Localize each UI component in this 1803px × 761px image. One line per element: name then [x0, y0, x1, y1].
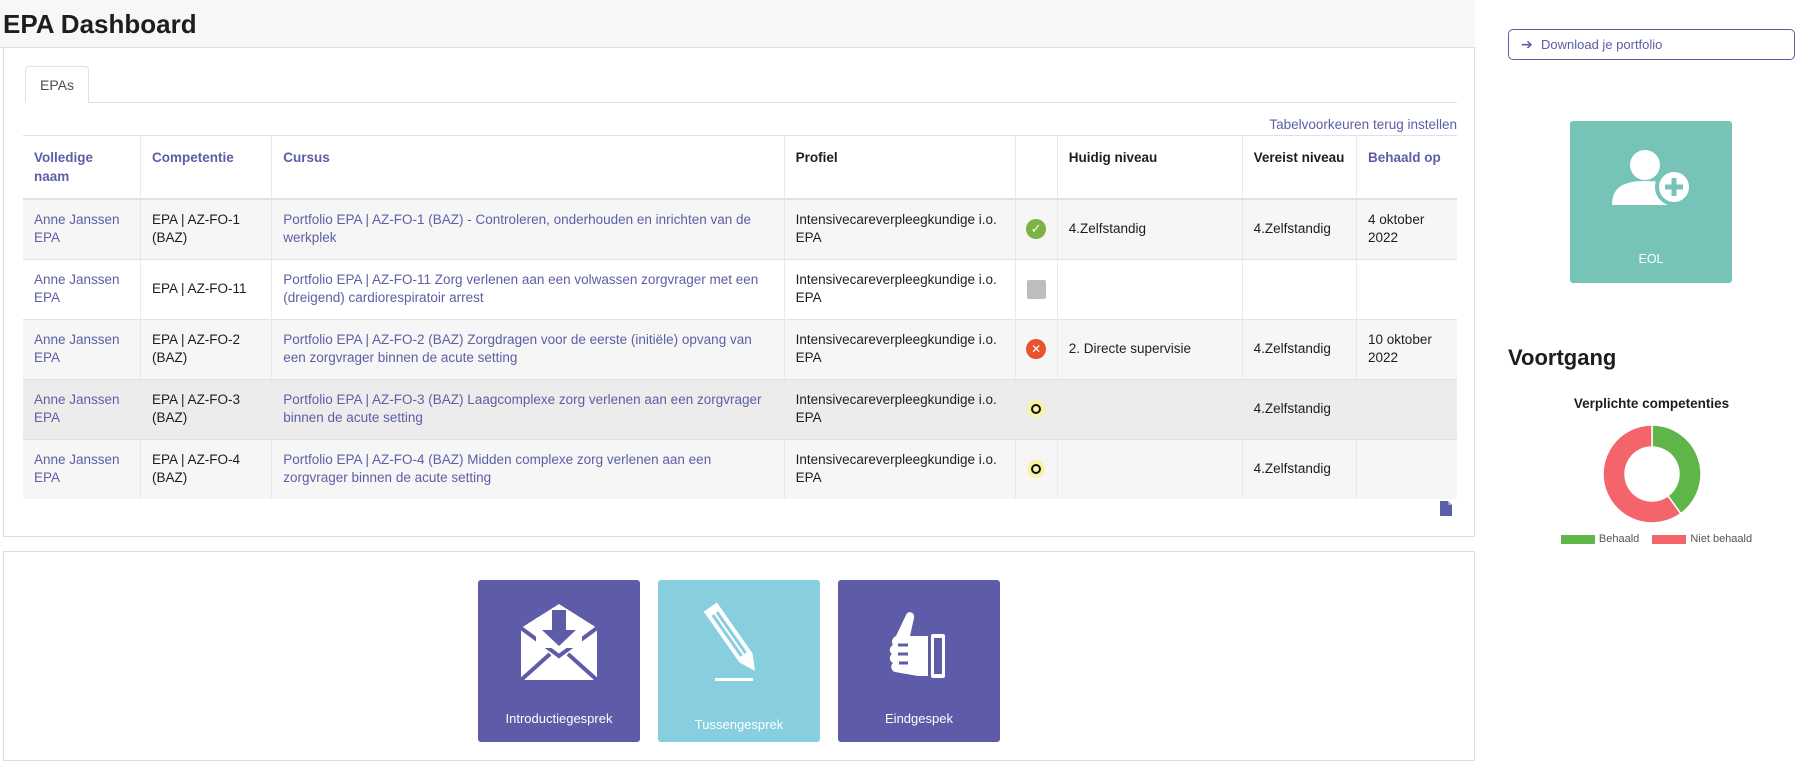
achieved-date-cell: 10 oktober 2022	[1356, 318, 1457, 379]
competence-cell: EPA | AZ-FO-2 (BAZ)	[140, 318, 272, 379]
course-link[interactable]: Portfolio EPA | AZ-FO-2 (BAZ) Zorgdragen…	[283, 332, 752, 365]
competence-cell: EPA | AZ-FO-4 (BAZ)	[140, 438, 272, 499]
required-level-cell: 4.Zelfstandig	[1241, 438, 1357, 499]
profile-cell: Intensivecareverpleegkundige i.o. EPA	[783, 378, 1016, 439]
user-name-link[interactable]: Anne Janssen EPA	[34, 272, 120, 305]
column-header-current-level: Huidig niveau	[1056, 135, 1243, 200]
tile-label: Tussengesprek	[694, 717, 784, 732]
user-name-link[interactable]: Anne Janssen EPA	[34, 392, 120, 425]
download-portfolio-label: Download je portfolio	[1541, 37, 1663, 52]
competence-cell: EPA | AZ-FO-11	[140, 258, 272, 319]
current-level-cell	[1056, 438, 1243, 499]
required-level-cell	[1241, 258, 1357, 319]
column-header-name[interactable]: Volledige naam	[23, 135, 141, 200]
main-column: EPA Dashboard	[0, 0, 1475, 48]
user-name-link[interactable]: Anne Janssen EPA	[34, 332, 120, 365]
eindgesprek-button[interactable]: Eindgespek	[838, 580, 1000, 742]
achieved-date-cell	[1356, 438, 1457, 499]
tussengesprek-button[interactable]: Tussengesprek	[658, 580, 820, 742]
column-header-profile: Profiel	[783, 135, 1016, 200]
table-row: Anne Janssen EPA EPA | AZ-FO-2 (BAZ) Por…	[23, 318, 1457, 379]
user-name-link[interactable]: Anne Janssen EPA	[34, 212, 120, 246]
tile-label: Introductiegesprek	[505, 711, 613, 726]
achieved-date-cell	[1356, 378, 1457, 439]
course-link[interactable]: Portfolio EPA | AZ-FO-4 (BAZ) Midden com…	[283, 452, 712, 486]
legend-label-behaald: Behaald	[1598, 533, 1640, 545]
table-row: Anne Janssen EPA EPA | AZ-FO-1 (BAZ) Por…	[23, 198, 1457, 259]
required-level-cell: 4.Zelfstandig	[1241, 198, 1357, 259]
donut-slice-niet-behaald	[1602, 424, 1682, 524]
envelope-download-icon	[519, 604, 599, 682]
column-header-competence[interactable]: Competentie	[140, 135, 272, 200]
legend-label-niet-behaald: Niet behaald	[1690, 533, 1753, 545]
achieved-date-cell	[1356, 258, 1457, 319]
course-link[interactable]: Portfolio EPA | AZ-FO-3 (BAZ) Laagcomple…	[283, 392, 762, 425]
page-title: EPA Dashboard	[3, 9, 197, 39]
competencies-donut-chart	[1602, 424, 1702, 524]
profile-cell: Intensivecareverpleegkundige i.o. EPA	[783, 438, 1016, 499]
pencil-icon	[703, 602, 756, 681]
table-header-row: Volledige naam Competentie Cursus Profie…	[23, 135, 1457, 200]
user-name-link[interactable]: Anne Janssen EPA	[34, 452, 120, 486]
competence-cell: EPA | AZ-FO-3 (BAZ)	[140, 378, 272, 439]
chart-title: Verplichte competenties	[1573, 396, 1730, 411]
eol-button[interactable]: EOL	[1570, 121, 1732, 283]
current-level-cell: 4.Zelfstandig	[1056, 198, 1243, 259]
required-level-cell: 4.Zelfstandig	[1241, 378, 1357, 439]
donut-slice-behaald	[1651, 424, 1702, 515]
profile-cell: Intensivecareverpleegkundige i.o. EPA	[783, 258, 1016, 319]
column-header-status	[1014, 135, 1058, 200]
eol-label: EOL	[1638, 252, 1664, 266]
current-level-cell	[1056, 378, 1243, 439]
x-circle-icon: ✕	[1026, 339, 1047, 359]
legend-swatch-niet-behaald	[1652, 534, 1687, 544]
column-header-required-level: Vereist niveau	[1241, 135, 1357, 200]
tile-label: Eindgespek	[885, 711, 953, 726]
column-header-course[interactable]: Cursus	[271, 135, 785, 200]
download-portfolio-button[interactable]: ➔ Download je portfolio	[1508, 29, 1795, 60]
open-circle-icon	[1027, 460, 1046, 479]
progress-title: Voortgang	[1508, 345, 1617, 370]
profile-cell: Intensivecareverpleegkundige i.o. EPA	[783, 198, 1016, 259]
introductiegesprek-button[interactable]: Introductiegesprek	[478, 580, 640, 742]
required-level-cell: 4.Zelfstandig	[1241, 318, 1357, 379]
table-row: Anne Janssen EPA EPA | AZ-FO-4 (BAZ) Por…	[23, 438, 1457, 499]
gray-square-icon	[1026, 279, 1046, 299]
achieved-date-cell: 4 oktober 2022	[1356, 198, 1457, 259]
thumbs-up-icon	[889, 612, 945, 678]
arrow-right-icon: ➔	[1521, 36, 1533, 52]
epa-card: EPAs Tabelvoorkeuren terug instellen Vol…	[3, 47, 1475, 537]
check-circle-icon: ✓	[1026, 219, 1047, 240]
table-row: Anne Janssen EPA EPA | AZ-FO-11 Portfoli…	[23, 258, 1457, 319]
page-header: EPA Dashboard	[0, 0, 1475, 48]
course-link[interactable]: Portfolio EPA | AZ-FO-1 (BAZ) - Controle…	[283, 212, 751, 246]
epa-table: Volledige naam Competentie Cursus Profie…	[23, 135, 1457, 499]
reset-table-preferences-link[interactable]: Tabelvoorkeuren terug instellen	[1269, 117, 1457, 132]
open-circle-icon	[1027, 400, 1046, 419]
tab-epas[interactable]: EPAs	[25, 66, 89, 103]
file-export-icon[interactable]	[1440, 501, 1452, 516]
competence-cell: EPA | AZ-FO-1 (BAZ)	[140, 198, 272, 259]
tab-bar: EPAs	[25, 66, 1457, 103]
table-row: Anne Janssen EPA EPA | AZ-FO-3 (BAZ) Por…	[23, 378, 1457, 439]
chart-legend: Behaald Niet behaald	[1508, 533, 1795, 545]
current-level-cell	[1056, 258, 1243, 319]
user-add-icon	[1612, 150, 1693, 206]
current-level-cell: 2. Directe supervisie	[1056, 318, 1243, 379]
course-link[interactable]: Portfolio EPA | AZ-FO-11 Zorg verlenen a…	[283, 272, 759, 305]
profile-cell: Intensivecareverpleegkundige i.o. EPA	[783, 318, 1016, 379]
column-header-achieved-on[interactable]: Behaald op	[1356, 135, 1457, 200]
legend-swatch-behaald	[1560, 534, 1595, 544]
